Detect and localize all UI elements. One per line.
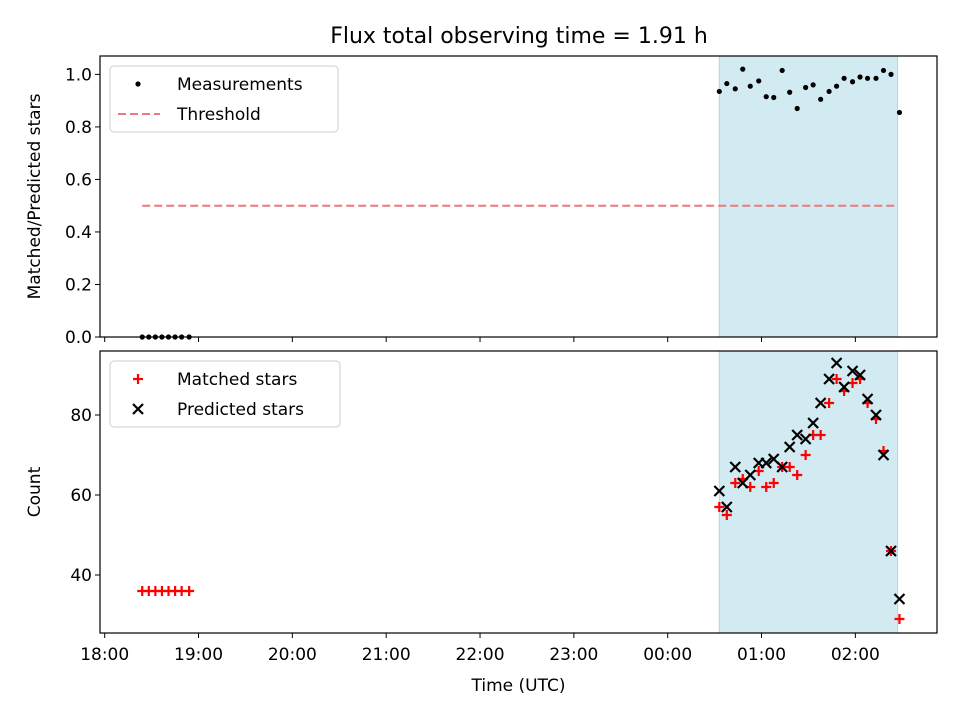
matched-star-point [784, 462, 795, 472]
legend-box [109, 360, 341, 428]
legend-marker-matched [133, 374, 143, 384]
predicted-star-point [854, 369, 866, 381]
predicted-star-point [893, 593, 906, 605]
matched-star-point [761, 482, 772, 492]
legend-label: Predicted stars [177, 400, 304, 420]
y-tick-label: 0.8 [65, 118, 92, 138]
chart-title: Flux total observing time = 1.91 h [330, 24, 708, 49]
predicted-star-point [838, 381, 850, 393]
measurement-point [864, 75, 871, 81]
x-tick-label: 02:00 [831, 645, 880, 665]
measurement-point [740, 66, 746, 72]
ratio-panel: 0.0 0.2 0.4 0.6 0.8 1.0 Matched/Predicted star… [25, 55, 938, 348]
measurement-point [732, 86, 738, 92]
x-tick-label: 20:00 [268, 645, 317, 665]
measurement-point [756, 78, 762, 84]
predicted-star-point [744, 469, 757, 481]
measurement-point [794, 105, 800, 112]
matched-star-point [800, 450, 811, 460]
matched-star-point [815, 430, 826, 440]
observing-window-span [718, 350, 899, 634]
x-tick-label: 23:00 [549, 645, 598, 665]
measurement-point [833, 83, 840, 89]
predicted-star-point [760, 457, 772, 469]
y-tick-label: 0.2 [65, 275, 92, 295]
matched-star-point [714, 502, 725, 512]
count-panel: 40 60 80 18:00 19:00 20:00 21:00 22:00 23:00 00:0… [25, 350, 938, 696]
measurement-point [841, 75, 847, 81]
y-tick-label: 40 [70, 566, 92, 586]
matched-star-point [831, 374, 842, 384]
predicted-star-point [807, 417, 819, 429]
measurement-point [747, 83, 753, 89]
y-tick-label: 0.0 [65, 328, 92, 348]
predicted-star-point [861, 393, 874, 405]
measurement-point [771, 94, 777, 101]
predicted-star-point [729, 461, 742, 473]
measurement-point [888, 71, 894, 77]
legend-box [109, 65, 339, 133]
legend-label: Matched stars [177, 370, 297, 390]
predicted-star-point [713, 485, 726, 497]
matched-star-point [184, 586, 195, 596]
matched-star-point [730, 478, 741, 488]
predicted-star-point [830, 357, 843, 369]
x-axis-label: Time (UTC) [471, 676, 566, 696]
y-tick-label: 0.6 [65, 170, 92, 190]
y-tick-label: 0.4 [65, 223, 92, 243]
matched-star-point [721, 510, 732, 520]
predicted-star-point [721, 501, 733, 513]
legend: Measurements Threshold [109, 65, 339, 133]
y-tick-label: 1.0 [65, 65, 92, 85]
measurement-point [896, 109, 903, 116]
measurement-point [716, 88, 722, 95]
matched-star-point [894, 614, 905, 624]
y-tick-label: 60 [70, 486, 92, 506]
predicted-star-point [814, 397, 827, 409]
legend: Matched stars Predicted stars [109, 360, 341, 428]
measurement-point [803, 84, 809, 91]
legend-marker-measurements [135, 81, 141, 87]
predicted-star-point [791, 429, 803, 441]
measurement-point [779, 67, 785, 74]
axes-frame [99, 350, 938, 634]
measurement-point [873, 75, 879, 81]
legend-label: Measurements [177, 75, 303, 95]
predicted-star-point [870, 409, 882, 421]
predicted-star-point [776, 461, 788, 473]
measurement-point [810, 82, 816, 88]
measurement-point [724, 80, 730, 87]
x-tick-label: 22:00 [456, 645, 505, 665]
x-tick-label: 19:00 [174, 645, 223, 665]
axes-frame [99, 55, 938, 338]
x-tick-label: 18:00 [80, 645, 129, 665]
predicted-star-point [885, 545, 897, 557]
measurement-point [880, 67, 887, 74]
predicted-star-point [799, 433, 812, 445]
measurement-point [763, 94, 769, 100]
x-tick-label: 00:00 [643, 645, 692, 665]
x-tick-label: 01:00 [737, 645, 786, 665]
matched-star-point [824, 398, 835, 408]
measurement-point [826, 88, 832, 95]
observing-window-span [718, 55, 899, 338]
y-tick-label: 80 [70, 406, 92, 426]
x-tick-label: 21:00 [362, 645, 411, 665]
predicted-star-point [823, 373, 835, 385]
matched-star-point [768, 478, 779, 488]
measurement-point [857, 74, 863, 80]
measurement-point [787, 89, 793, 95]
y-axis-label: Matched/Predicted stars [25, 93, 45, 299]
predicted-star-point [877, 449, 890, 461]
measurement-point [818, 96, 824, 102]
legend-label: Threshold [176, 105, 261, 125]
predicted-star-point [846, 365, 859, 377]
matched-star-point [792, 470, 803, 480]
y-axis-label: Count [25, 466, 45, 517]
measurement-point [849, 79, 856, 85]
predicted-star-point [783, 441, 796, 453]
legend-marker-predicted [132, 403, 144, 415]
